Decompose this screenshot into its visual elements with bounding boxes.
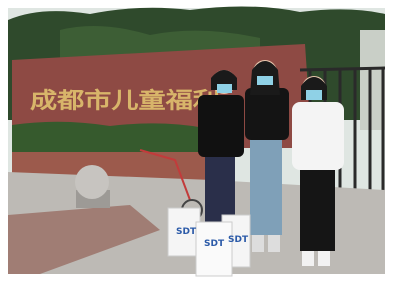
bag (196, 222, 232, 276)
page: {"sign": {"text": "成都市儿童福利"}, "bags": [{… (0, 0, 393, 282)
bag-label: SDT (228, 235, 249, 245)
building (360, 30, 385, 130)
bag-label: SDT (204, 239, 225, 249)
sign-text: 成都市儿童福利 (30, 88, 220, 114)
stone-ball (75, 165, 109, 199)
photo: 成都市儿童福利 (0, 0, 393, 282)
bag-label: SDT (176, 227, 197, 237)
